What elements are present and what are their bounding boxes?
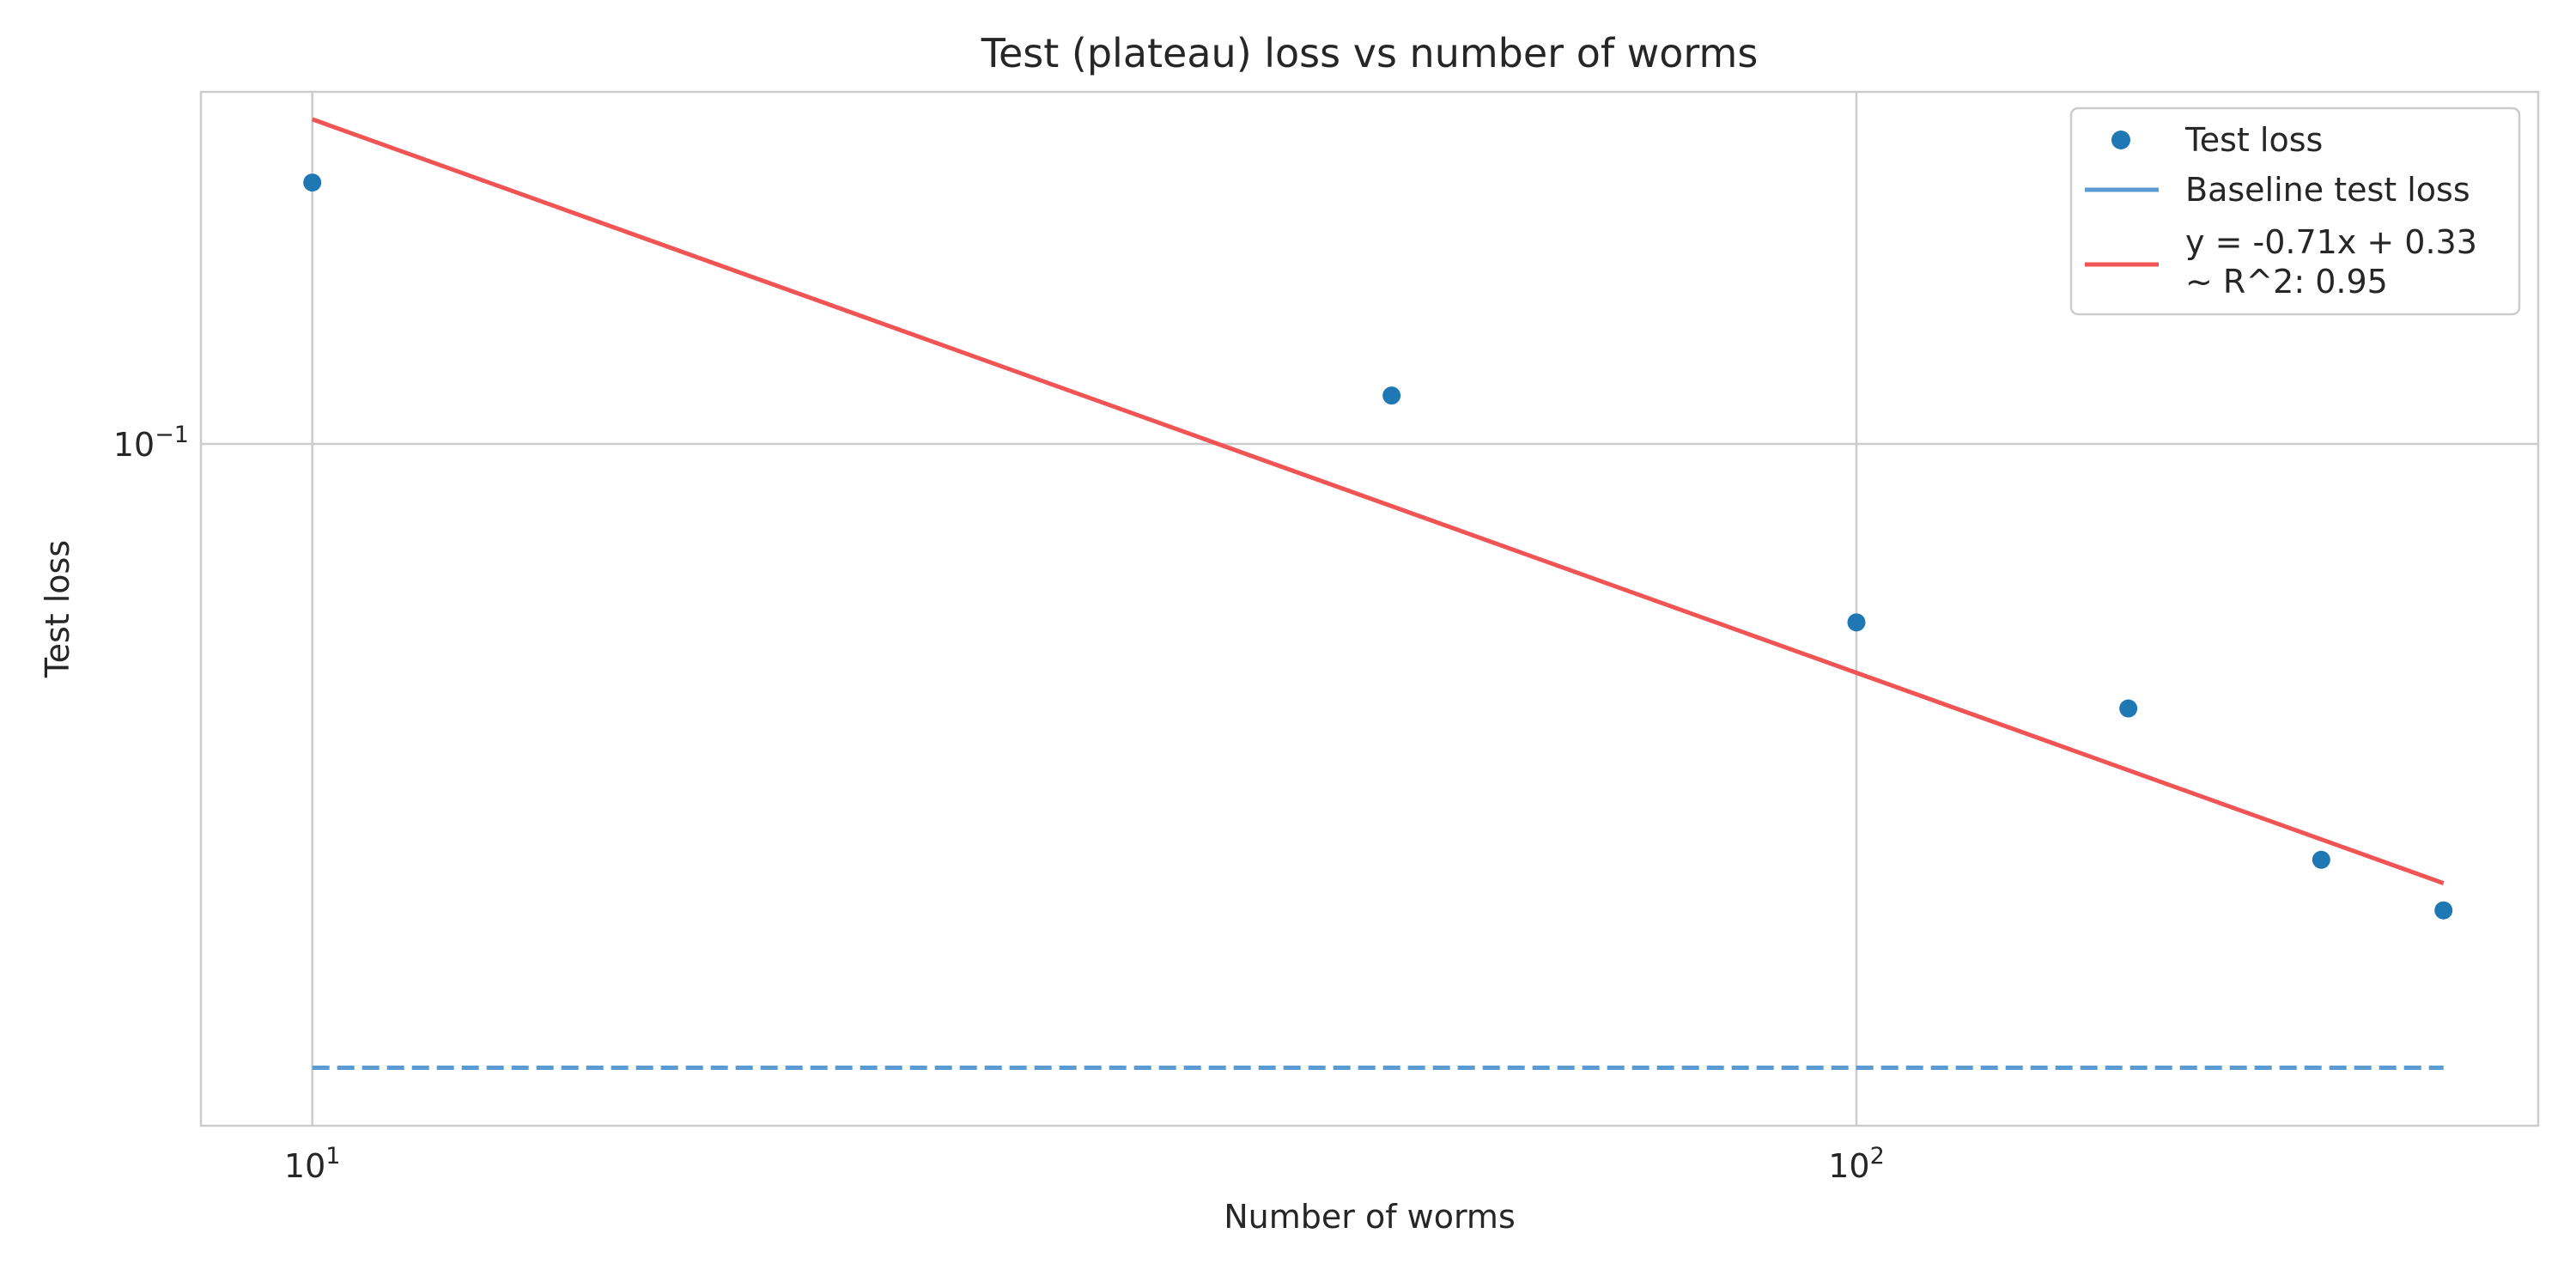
grid (201, 92, 2538, 1126)
test-loss-point-3 (2119, 699, 2138, 718)
test-loss-point-2 (1847, 613, 1866, 632)
series-layer (303, 117, 2453, 1071)
test-loss-point-1 (1382, 386, 1401, 405)
plot-frame (199, 90, 2540, 1127)
test-loss-point-0 (303, 173, 322, 192)
legend-label-fit-line-2: ~ R^2: 0.95 (2185, 263, 2388, 301)
legend-label-fit-line-1: y = -0.71x + 0.33 (2185, 223, 2477, 261)
ticks: 101 102 10−1 (113, 422, 1885, 1185)
legend-label-baseline: Baseline test loss (2185, 171, 2470, 209)
legend-marker-test-loss (2111, 131, 2130, 149)
legend-label-test-loss: Test loss (2184, 121, 2323, 159)
x-tick-label-1: 102 (1828, 1143, 1885, 1185)
legend-box (2069, 106, 2521, 316)
test-loss-point-4 (2312, 850, 2330, 869)
legend: Test loss Baseline test loss y = -0.71x … (2069, 106, 2521, 316)
legend-label-fit: y = -0.71x + 0.33 ~ R^2: 0.95 (2185, 223, 2488, 301)
x-axis-label: Number of worms (1224, 1198, 1516, 1236)
x-tick-label-0: 101 (284, 1143, 341, 1185)
y-tick-label-0: 10−1 (113, 422, 189, 464)
fit-line (311, 117, 2445, 885)
y-axis-label: Test loss (39, 540, 76, 678)
chart-title: Test (plateau) loss vs number of worms (981, 30, 1759, 76)
test-loss-point-5 (2434, 901, 2453, 920)
